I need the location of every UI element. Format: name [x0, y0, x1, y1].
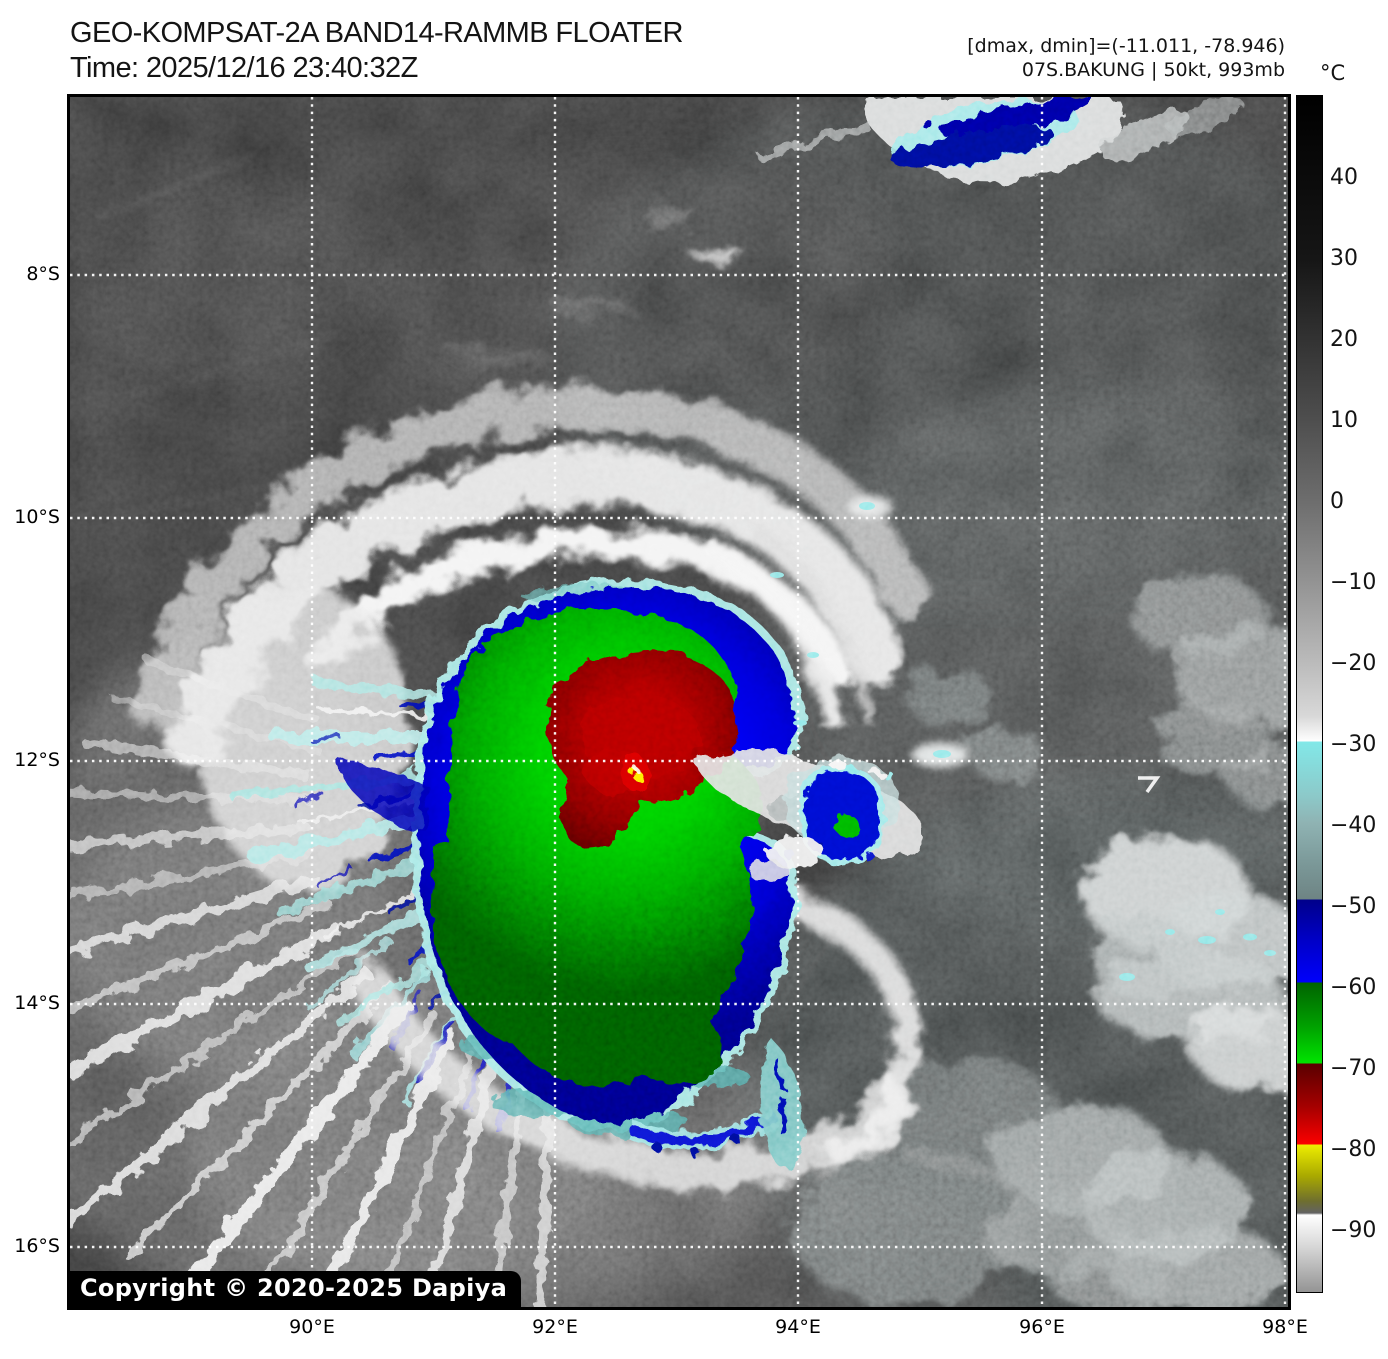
colorbar-tick-minus-70: −70 — [1330, 1056, 1377, 1081]
lon-label-94e: 94°E — [775, 1316, 821, 1338]
lat-label-14s: 14°S — [14, 992, 60, 1014]
dmax-dmin-readout: [dmax, dmin]=(-11.011, -78.946) — [967, 35, 1285, 57]
lat-label-10s: 10°S — [14, 506, 60, 528]
colorbar-tick-minus-20: −20 — [1330, 651, 1377, 676]
sensor-grain-overlay — [70, 97, 1288, 1307]
lon-label-98e: 98°E — [1262, 1316, 1308, 1338]
colorbar-tick-minus-40: −40 — [1330, 813, 1377, 838]
colorbar-tick-10: 10 — [1330, 408, 1358, 433]
temperature-colorbar — [1296, 95, 1323, 1293]
lat-label-16s: 16°S — [14, 1235, 60, 1257]
lon-label-92e: 92°E — [532, 1316, 578, 1338]
colorbar-tick-minus-80: −80 — [1330, 1137, 1377, 1162]
colorbar-tick-0: 0 — [1330, 489, 1344, 514]
colorbar-tick-40: 40 — [1330, 165, 1358, 190]
copyright-badge: Copyright © 2020-2025 Dapiya — [70, 1271, 522, 1307]
lon-label-90e: 90°E — [289, 1316, 335, 1338]
map-frame: Copyright © 2020-2025 Dapiya — [67, 94, 1291, 1310]
lat-label-8s: 8°S — [26, 263, 60, 285]
timestamp: Time: 2025/12/16 23:40:32Z — [70, 52, 418, 84]
colorbar-tick-minus-50: −50 — [1330, 894, 1377, 919]
colorbar-tick-minus-30: −30 — [1330, 732, 1377, 757]
colorbar-unit-label: °C — [1320, 61, 1346, 85]
colorbar-tick-30: 30 — [1330, 246, 1358, 271]
title-block: GEO-KOMPSAT-2A BAND14-RAMMB FLOATER Time… — [70, 16, 683, 86]
graticule — [70, 97, 1288, 1307]
satellite-image — [70, 97, 1288, 1307]
meta-block: [dmax, dmin]=(-11.011, -78.946) 07S.BAKU… — [967, 34, 1285, 82]
page-title: GEO-KOMPSAT-2A BAND14-RAMMB FLOATER — [70, 17, 683, 49]
colorbar-tick-minus-90: −90 — [1330, 1218, 1377, 1243]
colorbar-tick-minus-60: −60 — [1330, 975, 1377, 1000]
lon-label-96e: 96°E — [1019, 1316, 1065, 1338]
storm-info: 07S.BAKUNG | 50kt, 993mb — [1021, 59, 1285, 81]
lat-label-12s: 12°S — [14, 749, 60, 771]
colorbar-tick-minus-10: −10 — [1330, 570, 1377, 595]
colorbar-tick-20: 20 — [1330, 327, 1358, 352]
